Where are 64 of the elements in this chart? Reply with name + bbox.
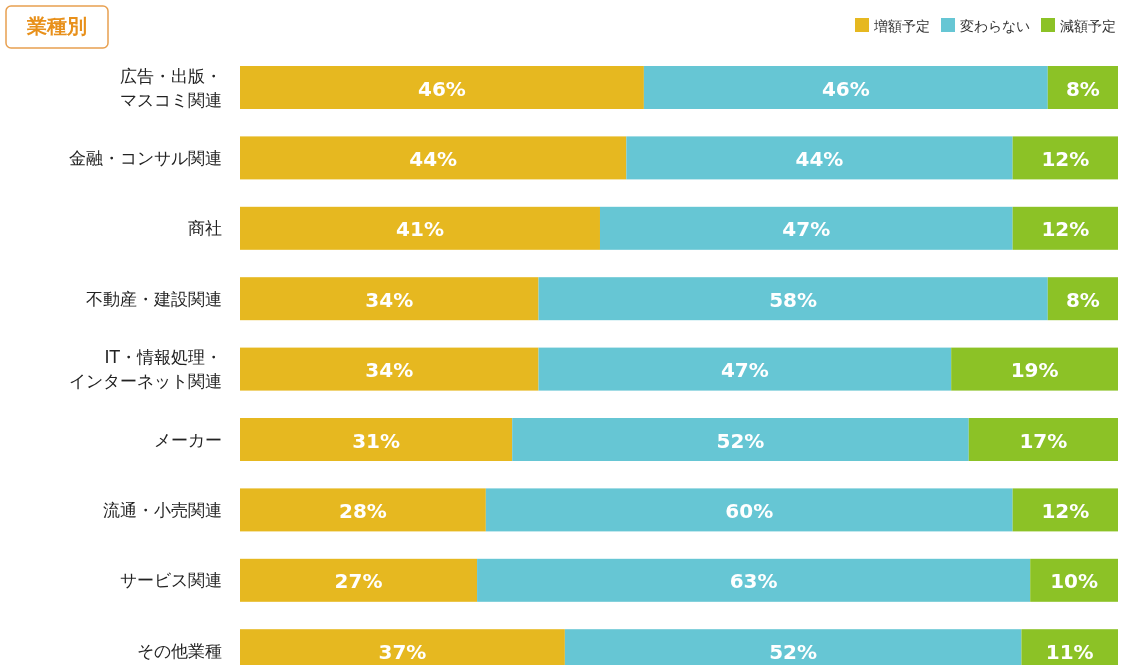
bar <box>240 136 627 180</box>
data-label: 11% <box>1045 639 1094 664</box>
legend-label: 減額予定 <box>1060 18 1116 34</box>
bar <box>1030 558 1118 602</box>
y-tick-label: サービス関連 <box>120 570 222 591</box>
bar <box>951 347 1118 391</box>
data-label: 10% <box>1050 569 1099 594</box>
legend-label: 変わらない <box>960 18 1030 34</box>
bar <box>1047 66 1118 109</box>
bar <box>240 66 644 109</box>
data-label: 52% <box>769 639 818 664</box>
y-tick-label: 金融・コンサル関連 <box>69 147 222 168</box>
bar <box>485 488 1013 532</box>
bar <box>1012 206 1118 250</box>
bar <box>599 206 1013 250</box>
bar <box>538 347 952 391</box>
y-tick-label: 広告・出版・マスコミ関連 <box>120 65 222 110</box>
bar <box>512 418 969 461</box>
bar <box>477 558 1031 602</box>
data-label: 8% <box>1065 287 1100 312</box>
data-label: 58% <box>769 287 818 312</box>
data-label: 31% <box>352 428 401 453</box>
bar <box>240 558 478 602</box>
bar <box>626 136 1013 180</box>
bar <box>240 206 600 250</box>
y-tick-label: メーカー <box>154 429 222 450</box>
text: 業種別 <box>26 14 87 38</box>
data-label: 34% <box>365 358 414 383</box>
data-label: 8% <box>1065 76 1100 101</box>
data-label: 19% <box>1010 358 1059 383</box>
data-label: 47% <box>782 217 831 242</box>
data-label: 12% <box>1041 146 1090 171</box>
bar <box>643 66 1048 109</box>
bar <box>968 418 1118 461</box>
y-tick-label: 商社 <box>188 218 222 239</box>
data-label: 17% <box>1019 428 1068 453</box>
bar <box>240 488 486 532</box>
bar <box>538 277 1048 321</box>
bar <box>240 277 539 321</box>
y-tick-label: 流通・小売関連 <box>103 499 222 520</box>
y-tick-label: IT・情報処理・インターネット関連 <box>69 347 222 392</box>
bar <box>240 418 513 461</box>
data-label: 12% <box>1041 217 1090 242</box>
bar <box>1012 488 1118 532</box>
y-tick-label: 不動産・建設関連 <box>86 288 222 309</box>
bar <box>1047 277 1118 321</box>
data-label: 12% <box>1041 498 1090 523</box>
y-tick-label: その他業種 <box>137 640 222 661</box>
data-label: 63% <box>729 569 778 594</box>
data-label: 44% <box>795 146 844 171</box>
data-label: 44% <box>409 146 458 171</box>
data-label: 37% <box>378 639 427 664</box>
data-label: 41% <box>396 217 444 242</box>
data-label: 27% <box>334 569 383 594</box>
data-label: 60% <box>725 498 774 523</box>
bar <box>1012 136 1118 180</box>
legend-label: 増額予定 <box>873 18 930 34</box>
data-label: 47% <box>720 358 769 383</box>
data-label: 28% <box>338 498 387 523</box>
data-label: 46% <box>821 76 870 101</box>
bar <box>240 347 539 391</box>
data-label: 34% <box>365 287 414 312</box>
data-label: 52% <box>716 428 765 453</box>
data-label: 46% <box>418 76 466 101</box>
